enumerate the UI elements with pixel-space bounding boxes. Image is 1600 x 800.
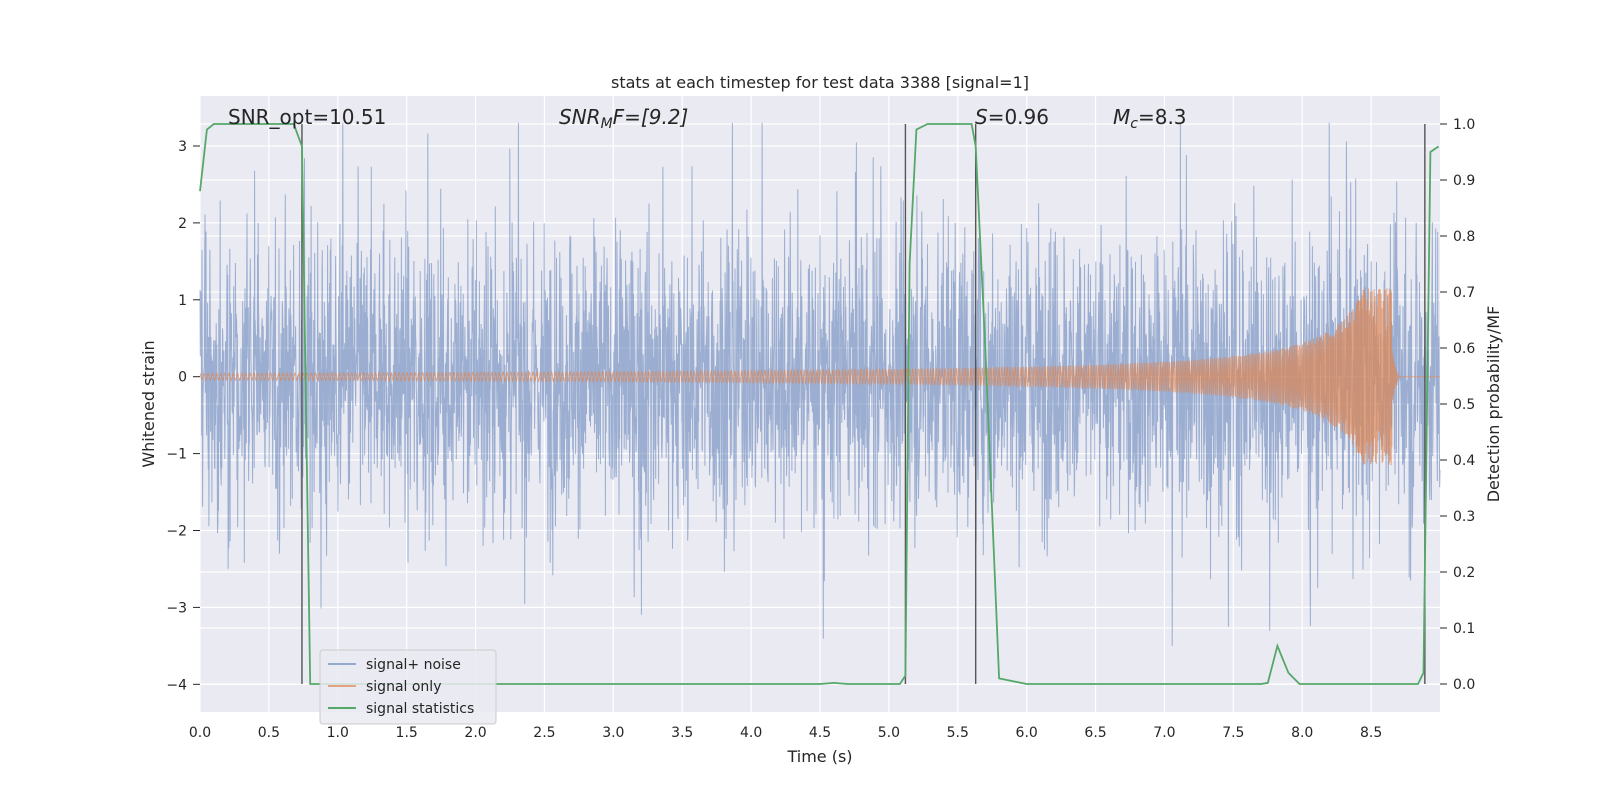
- y-tick-label-right: 0.0: [1453, 677, 1475, 693]
- y-tick-label-left: −4: [166, 677, 187, 693]
- signal-only-series: [199, 288, 1440, 466]
- x-tick-label: 0.0: [189, 725, 211, 741]
- y-tick-label-right: 0.5: [1453, 397, 1475, 413]
- signal-noise-line: [199, 122, 1441, 647]
- x-tick-label: 6.5: [1084, 725, 1106, 741]
- legend-box: [319, 649, 497, 725]
- y-tick-label-right: 0.9: [1453, 173, 1475, 189]
- x-tick-label: 5.5: [947, 725, 969, 741]
- legend: signal+ noise signal only signal statist…: [319, 649, 497, 725]
- y-tick-label-left: 1: [178, 293, 187, 309]
- y-tick-label-right: 0.4: [1453, 453, 1475, 469]
- y-ticks-left: 3 2 1 0 −1 −2 −3 −4: [166, 139, 200, 693]
- y-tick-label-right: 0.1: [1453, 621, 1475, 637]
- y-tick-label-left: 2: [178, 216, 187, 232]
- x-tick-label: 7.5: [1222, 725, 1244, 741]
- x-tick-label: 4.5: [809, 725, 831, 741]
- y-tick-label-right: 1.0: [1453, 117, 1475, 133]
- x-tick-label: 0.5: [258, 725, 280, 741]
- y-axis-label-left: Whitened strain: [139, 340, 158, 467]
- signal-noise-series: [199, 122, 1441, 647]
- x-ticks: 0.0 0.5 1.0 1.5 2.0 2.5 3.0 3.5 4.0 4.5 5.0 5.5 6.0 6…: [189, 725, 1382, 741]
- annotation-s: S=0.96: [975, 105, 1049, 129]
- annotation-snr-opt: SNR_opt=10.51: [228, 105, 386, 129]
- signal-statistics-series: [199, 123, 1440, 685]
- x-tick-label: 5.0: [878, 725, 900, 741]
- y-tick-label-right: 0.3: [1453, 509, 1475, 525]
- x-tick-label: 3.5: [671, 725, 693, 741]
- chart-title: stats at each timestep for test data 338…: [611, 73, 1029, 92]
- y-tick-label-right: 0.8: [1453, 229, 1475, 245]
- x-tick-label: 2.5: [533, 725, 555, 741]
- annotation-snr-mf: SNRMF=[9.2]: [559, 105, 688, 132]
- y-tick-label-left: −2: [166, 524, 187, 540]
- y-tick-label-left: −1: [166, 447, 187, 463]
- x-tick-label: 1.0: [327, 725, 349, 741]
- y-tick-label-left: −3: [166, 600, 187, 616]
- x-tick-label: 8.0: [1291, 725, 1313, 741]
- x-tick-label: 8.5: [1360, 725, 1382, 741]
- x-tick-label: 2.0: [464, 725, 486, 741]
- y-tick-label-right: 0.7: [1453, 285, 1475, 301]
- x-tick-label: 4.0: [740, 725, 762, 741]
- y-ticks-right: 1.0 0.9 0.8 0.7 0.6 0.5 0.4 0.3 0.2 0.1 0.0: [1440, 117, 1475, 693]
- signal-statistics-line: [199, 123, 1440, 685]
- x-tick-label: 6.0: [1016, 725, 1038, 741]
- legend-label-signal-statistics: signal statistics: [366, 701, 474, 717]
- y-axis-label-right: Detection probability/MF: [1484, 306, 1503, 503]
- x-tick-label: 3.0: [602, 725, 624, 741]
- annotation-mc: Mc=8.3: [1113, 105, 1187, 132]
- x-axis-label: Time (s): [786, 747, 852, 766]
- y-tick-label-left: 3: [178, 139, 187, 155]
- y-tick-label-right: 0.6: [1453, 341, 1475, 357]
- x-tick-label: 7.0: [1153, 725, 1175, 741]
- x-tick-label: 1.5: [396, 725, 418, 741]
- signal-only-line: [199, 288, 1440, 466]
- legend-label-signal-noise: signal+ noise: [366, 657, 461, 673]
- y-tick-label-right: 0.2: [1453, 565, 1475, 581]
- legend-label-signal-only: signal only: [366, 679, 441, 695]
- y-tick-label-left: 0: [178, 370, 187, 386]
